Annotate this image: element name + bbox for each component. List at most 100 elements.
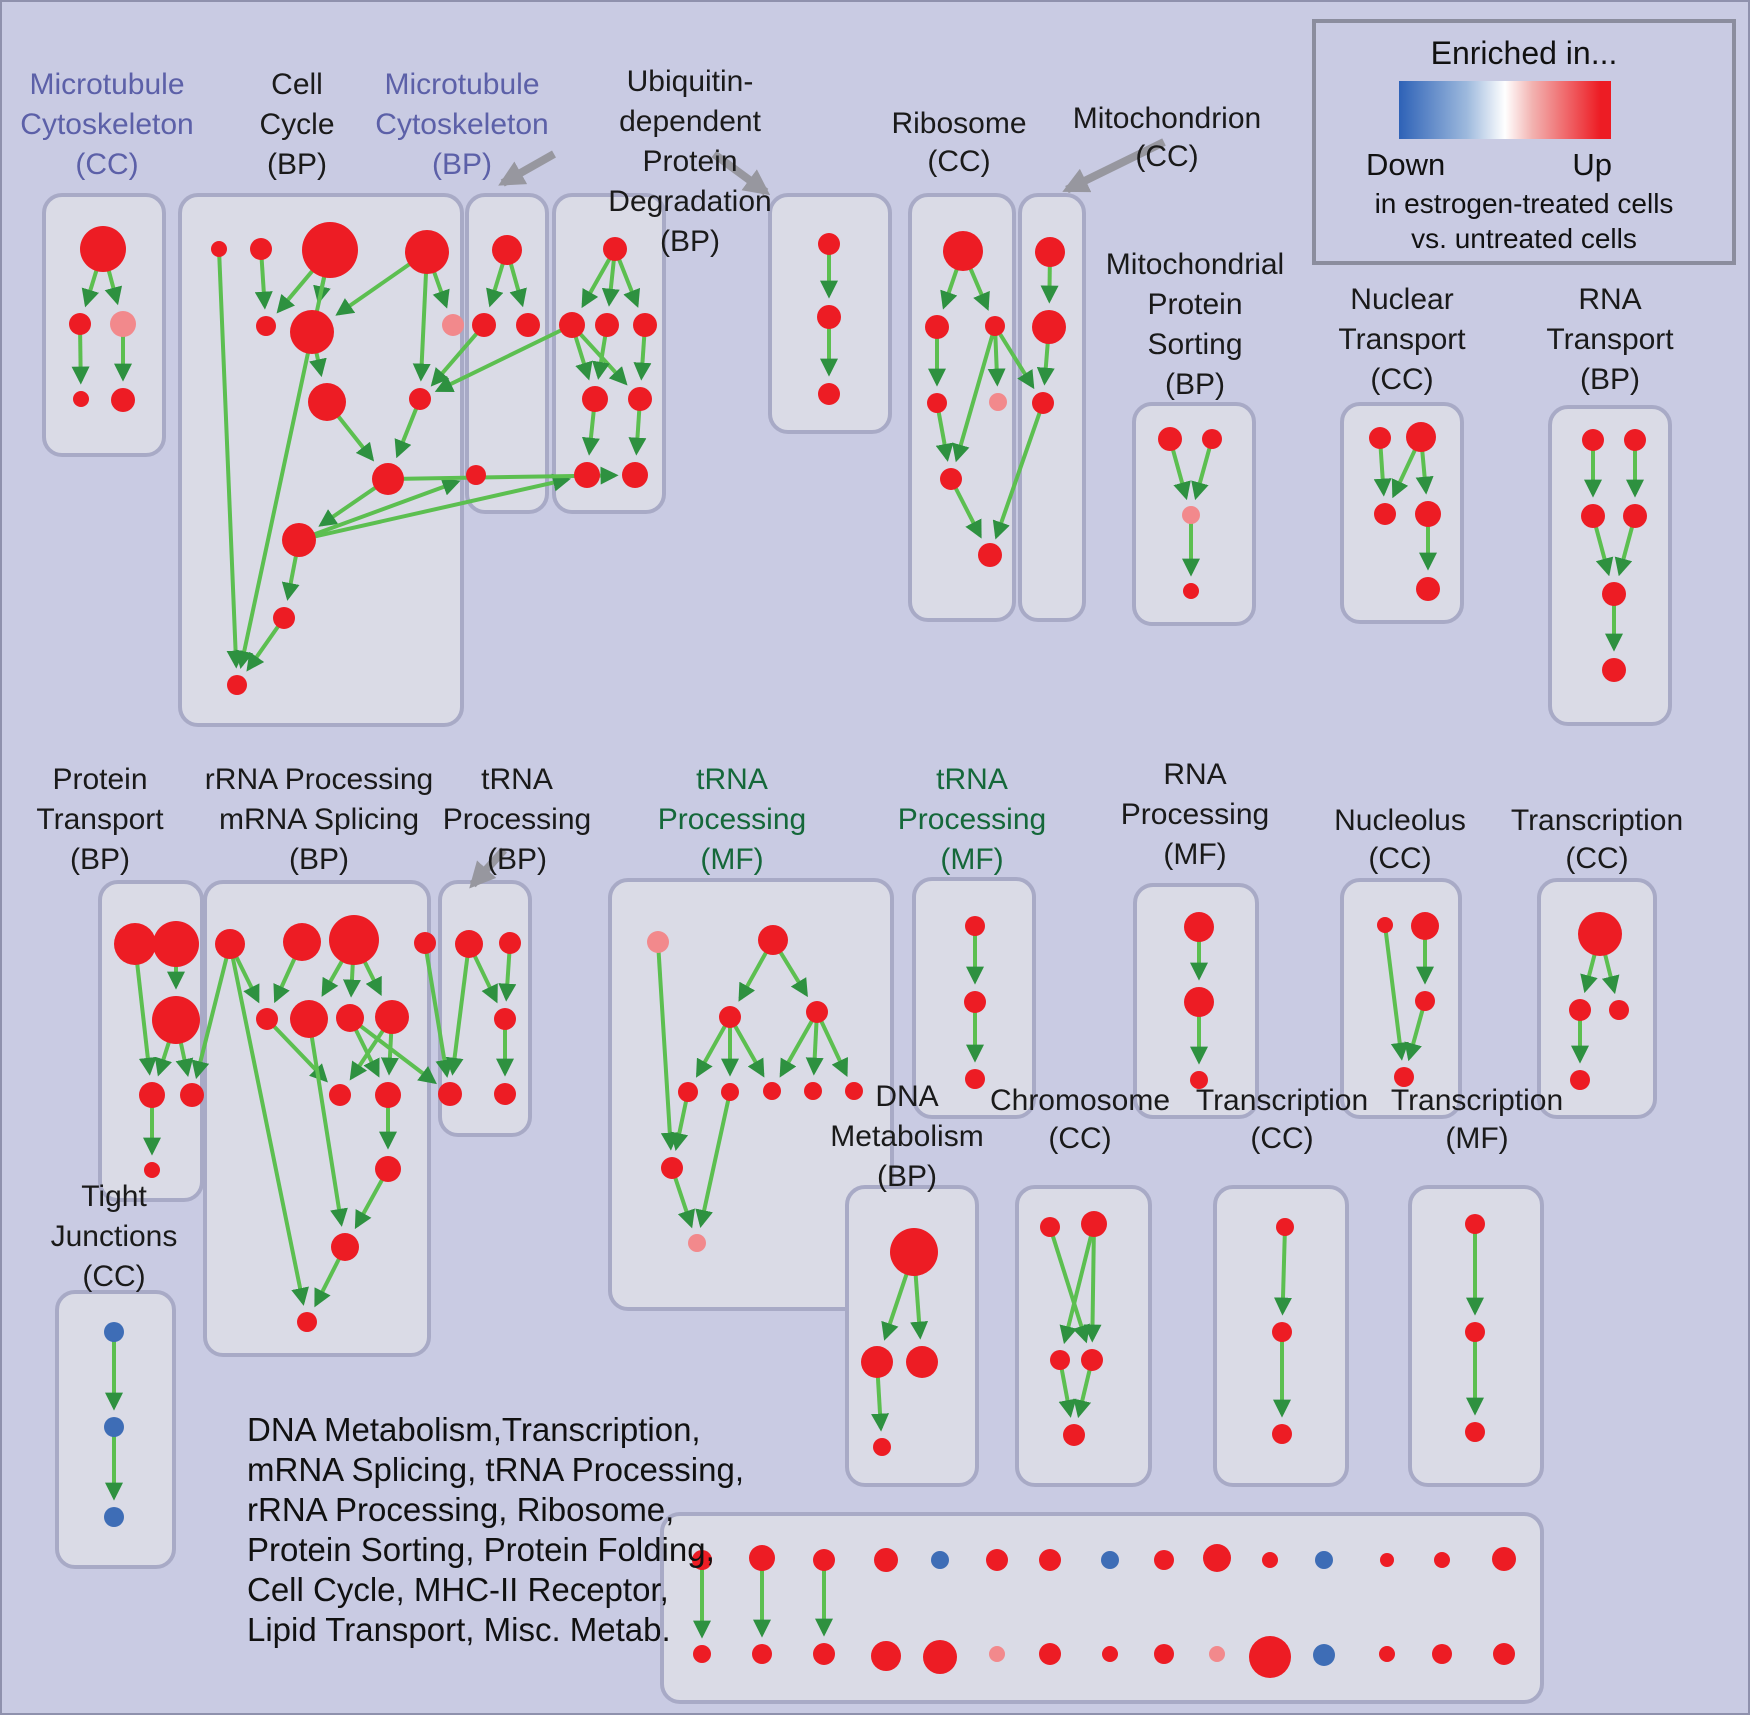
node-rrna-processing-mrna-splicing-bp-5 (290, 1000, 328, 1038)
edge-trna-processing-mf-1 (779, 1015, 817, 1078)
edge-chromosome-cc (1059, 1229, 1095, 1345)
edge-cell-cycle-bp (254, 254, 273, 310)
edge-transcription-cc-row3 (1273, 1231, 1292, 1316)
node-trna-processing-mf-1-1 (758, 925, 788, 955)
node-ubiquitin-degradation-bp-0 (603, 237, 627, 261)
node-nucleolus-cc-1 (1411, 912, 1439, 940)
edge-trna-processing-mf-1 (738, 945, 772, 1002)
node-ribosome-cc-3 (927, 393, 947, 413)
cluster-box-transcription-cc-row2 (1537, 878, 1657, 1119)
edge-ubiquitin-degradation-bp (592, 330, 610, 380)
edge-trna-processing-mf-1 (696, 1020, 730, 1078)
edge-trna-processing-mf-1 (730, 1020, 765, 1078)
node-mixed-summary-24 (1380, 1553, 1394, 1567)
cluster-label-protein-transport-bp: Protein Transport (BP) (36, 763, 164, 876)
node-transcription-mf-0 (1465, 1214, 1485, 1234)
node-chromosome-cc-1 (1081, 1211, 1107, 1237)
node-microtubule-cytoskeleton-bp-2 (516, 313, 540, 337)
node-mitochondrial-protein-sorting-bp-1 (1202, 429, 1222, 449)
edge-trna-processing-mf-1 (775, 945, 808, 998)
edge-trna-processing-mf-1 (695, 1095, 731, 1228)
node-ribosome-cc-2 (985, 316, 1005, 336)
node-rna-transport-bp-3 (1623, 504, 1647, 528)
node-nucleolus-cc-2 (1415, 991, 1435, 1011)
edge-microtubule-cytoskeleton-cc (71, 329, 90, 385)
node-cell-cycle-bp-4 (442, 314, 464, 336)
cross-edge-3 (308, 473, 572, 540)
node-rrna-processing-mrna-splicing-bp-4 (256, 1008, 278, 1030)
node-ribosome-cc-5 (940, 468, 962, 490)
cross-edge-0 (430, 331, 479, 387)
node-mixed-summary-0 (692, 1550, 712, 1570)
node-mixed-summary-21 (1249, 1636, 1291, 1678)
node-microtubule-cytoskeleton-cc-0 (80, 226, 126, 272)
edge-nucleolus-cc (1383, 928, 1409, 1061)
node-cell-cycle-bp-12 (227, 675, 247, 695)
legend-caption-line2: vs. untreated cells (1411, 223, 1637, 254)
node-ubiquitin-degradation-bp-1 (559, 312, 585, 338)
cluster-box-mixed-summary (660, 1512, 1544, 1704)
edge-protein-transport-bp (134, 954, 157, 1076)
edge-cell-cycle-bp (331, 408, 375, 462)
node-transcription-mf-1 (1465, 1322, 1485, 1342)
node-mitochondrial-protein-sorting-bp-0 (1158, 427, 1182, 451)
cluster-label-ubiquitin-degradation-bp: Ubiquitin- dependent Protein Degradation… (608, 65, 772, 258)
node-trna-processing-mf-1-9 (661, 1157, 683, 1179)
edge-microtubule-cytoskeleton-bp (486, 256, 507, 308)
node-mixed-summary-1 (693, 1645, 711, 1663)
node-protein-transport-bp-0 (114, 923, 156, 965)
edge-rrna-processing-mrna-splicing-bp (229, 950, 309, 1306)
node-mixed-summary-19 (1209, 1646, 1225, 1662)
node-transcription-cc-row2-0 (1578, 912, 1622, 956)
cluster-label-dna-metabolism-bp: DNA Metabolism (BP) (830, 1080, 984, 1193)
edge-trna-processing-mf-1 (805, 1017, 824, 1076)
node-trna-processing-mf-1-0 (647, 931, 669, 953)
edge-rrna-processing-mrna-splicing-bp (354, 1173, 387, 1230)
cluster-box-nucleolus-cc (1340, 878, 1462, 1119)
cluster-label-trna-processing-mf-2: tRNA Processing (MF) (897, 763, 1047, 876)
node-ubiquitin-degradation-bp-5 (628, 387, 652, 411)
node-cell-cycle-bp-9 (372, 463, 404, 495)
node-ribosome-cc-4 (989, 393, 1007, 411)
edge-rna-transport-bp (1614, 521, 1636, 577)
node-mixed-summary-20 (1262, 1552, 1278, 1568)
node-cell-cycle-bp-3 (405, 230, 449, 274)
legend-down-label: Down (1366, 147, 1446, 182)
node-microtubule-cytoskeleton-bp-3 (466, 465, 486, 485)
node-microtubule-cytoskeleton-cc-2 (110, 311, 136, 337)
node-trna-processing-mf-1-2 (719, 1006, 741, 1028)
node-ubiquitin-degradation-bp-2-0 (818, 233, 840, 255)
edge-cell-cycle-bp (335, 256, 420, 316)
node-protein-transport-bp-5 (144, 1162, 160, 1178)
node-mixed-summary-8 (931, 1551, 949, 1569)
node-transcription-cc-row2-2 (1609, 1000, 1629, 1020)
summary-text-line: Protein Sorting, Protein Folding, (247, 1531, 715, 1568)
edge-ubiquitin-degradation-bp (581, 405, 600, 456)
cluster-label-ribosome-cc: Ribosome (CC) (891, 107, 1027, 178)
edge-trna-processing-mf-1 (671, 1172, 695, 1229)
node-mixed-summary-13 (1039, 1643, 1061, 1665)
edge-nucleolus-cc (1404, 1005, 1426, 1062)
edge-ubiquitin-degradation-bp (581, 253, 614, 309)
node-transcription-mf-2 (1465, 1422, 1485, 1442)
node-mixed-summary-23 (1313, 1644, 1335, 1666)
edge-rna-transport-bp (1592, 521, 1614, 577)
cluster-label-tight-junctions-cc: Tight Junctions (CC) (50, 1180, 178, 1293)
node-ubiquitin-degradation-bp-2-1 (817, 305, 841, 329)
edge-cell-cycle-bp (412, 262, 431, 382)
node-mixed-summary-22 (1315, 1551, 1333, 1569)
node-transcription-cc-row3-0 (1276, 1218, 1294, 1236)
node-nuclear-transport-cc-1 (1406, 422, 1436, 452)
node-nucleolus-cc-0 (1377, 917, 1393, 933)
node-rna-transport-bp-0 (1582, 429, 1604, 451)
node-mitochondrion-cc-2 (1032, 392, 1054, 414)
edge-rrna-processing-mrna-splicing-bp (308, 1028, 348, 1227)
node-ribosome-cc-1 (925, 315, 949, 339)
edge-chromosome-cc (1083, 1230, 1102, 1343)
node-trna-processing-mf-1-5 (721, 1083, 739, 1101)
node-rrna-processing-mrna-splicing-bp-7 (375, 1000, 409, 1034)
node-trna-processing-mf-1-6 (763, 1082, 781, 1100)
edge-ubiquitin-degradation-bp (572, 330, 593, 381)
node-trna-processing-mf-1-8 (845, 1082, 863, 1100)
node-cell-cycle-bp-7 (308, 383, 346, 421)
